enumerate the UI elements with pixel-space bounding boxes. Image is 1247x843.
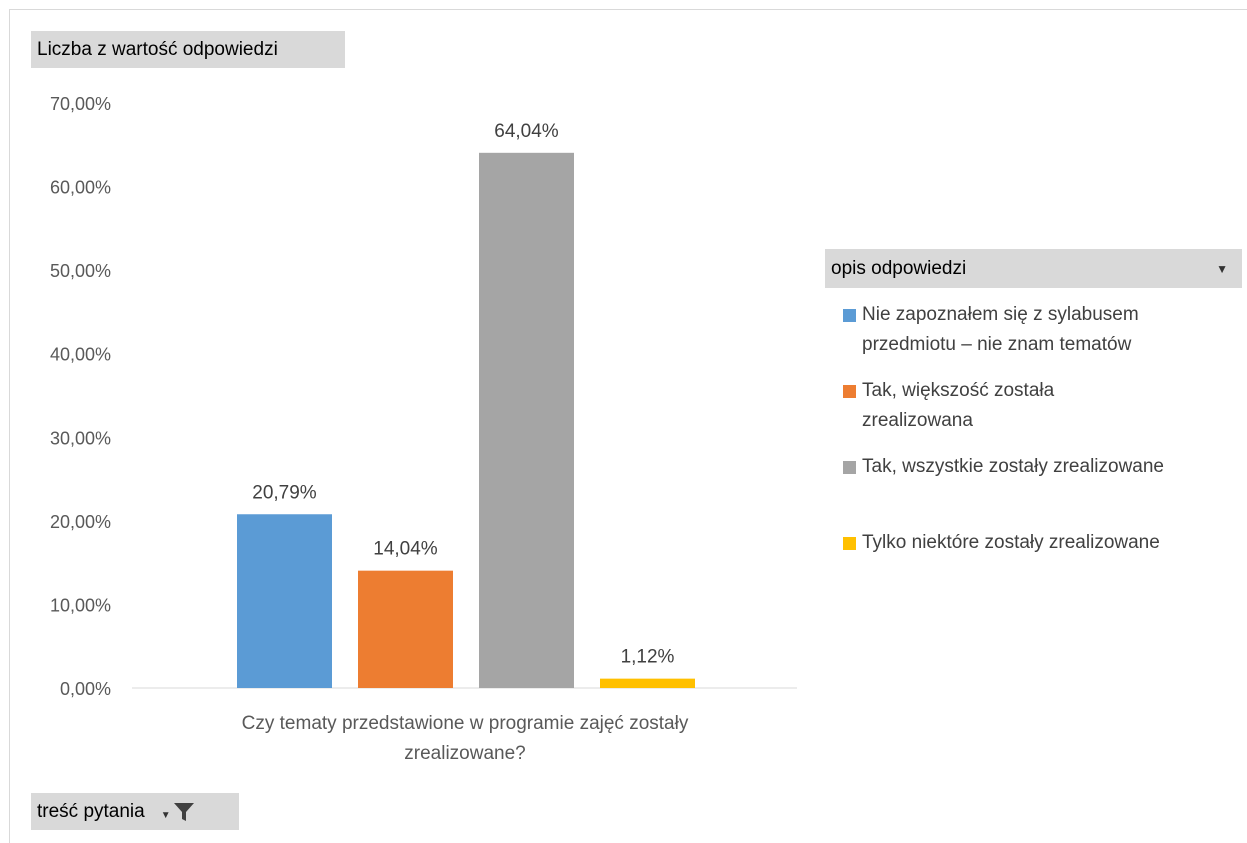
data-label: 20,79% [252, 482, 317, 503]
legend-item[interactable]: Tylko niektóre zostały zrealizowane [843, 528, 1247, 558]
y-tick-label: 20,00% [50, 512, 111, 532]
axis-field-button[interactable]: treść pytania ▼ [31, 793, 239, 830]
legend-item[interactable]: Tak, większość została zrealizowana [843, 376, 1247, 452]
legend-label: zrealizowana [862, 410, 973, 431]
axis-field-label: treść pytania [37, 800, 145, 822]
legend-label: przedmiotu – nie znam tematów [862, 334, 1132, 355]
legend-swatch [843, 385, 856, 398]
legend-swatch [843, 309, 856, 322]
y-tick-label: 30,00% [50, 428, 111, 448]
legend-item[interactable]: Nie zapoznałem się z sylabusem przedmiotu… [843, 300, 1247, 376]
legend-label: Tak, wszystkie zostały zrealizowane [862, 456, 1164, 477]
chart-frame-top [9, 9, 1247, 10]
filter-button[interactable]: ▼ [161, 801, 195, 823]
legend-swatch [843, 537, 856, 550]
legend-item[interactable]: Tak, wszystkie zostały zrealizowane [843, 452, 1247, 528]
legend-field-label: opis odpowiedzi [831, 257, 967, 279]
data-label: 64,04% [494, 121, 559, 142]
legend-field-button[interactable]: opis odpowiedzi ▼ [825, 249, 1242, 288]
value-field-button[interactable]: Liczba z wartość odpowiedzi [31, 31, 345, 68]
chart-frame-left [9, 9, 10, 843]
category-label: Czy tematy przedstawione w programie zaj… [242, 713, 689, 734]
y-tick-label: 0,00% [60, 679, 111, 699]
legend-label: Tylko niektóre zostały zrealizowane [862, 532, 1160, 553]
filter-funnel-icon [173, 802, 194, 821]
y-tick-label: 50,00% [50, 261, 111, 281]
legend: Nie zapoznałem się z sylabusem przedmiotu… [843, 300, 1247, 558]
legend-label: Tak, większość została [862, 380, 1055, 401]
value-field-label: Liczba z wartość odpowiedzi [37, 38, 278, 60]
data-label: 1,12% [621, 647, 675, 668]
bar [237, 514, 332, 688]
bar [600, 678, 695, 688]
legend-label: Nie zapoznałem się z sylabusem [862, 304, 1139, 325]
bar [358, 570, 453, 688]
y-tick-label: 70,00% [50, 94, 111, 114]
y-tick-label: 40,00% [50, 345, 111, 365]
category-label: zrealizowane? [404, 743, 525, 764]
dropdown-arrow-icon[interactable]: ▼ [1216, 261, 1228, 276]
small-dropdown-arrow-icon: ▼ [160, 810, 171, 821]
legend-swatch [843, 461, 856, 474]
y-tick-label: 60,00% [50, 178, 111, 198]
data-label: 14,04% [373, 539, 438, 560]
bar [479, 152, 574, 688]
y-tick-label: 10,00% [50, 595, 111, 615]
